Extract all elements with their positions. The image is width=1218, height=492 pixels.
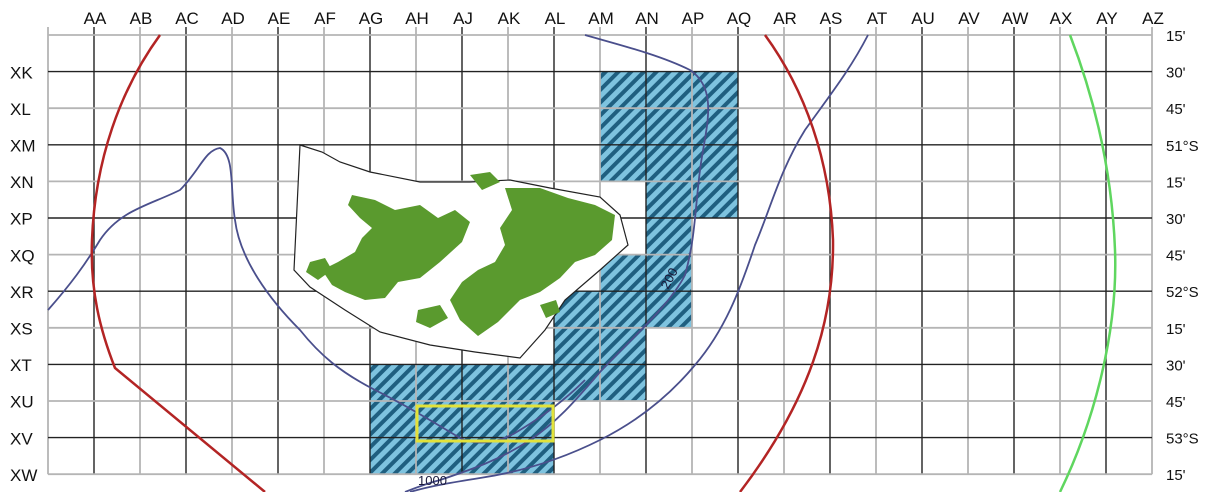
column-label-AL: AL bbox=[545, 9, 566, 28]
latitude-label: 15' bbox=[1166, 28, 1186, 45]
column-label-AK: AK bbox=[498, 9, 521, 28]
hatched-cell-AH-XV bbox=[370, 401, 416, 438]
column-label-AF: AF bbox=[314, 9, 336, 28]
latitude-label: 30' bbox=[1166, 357, 1186, 374]
latitude-label: 52°S bbox=[1166, 284, 1199, 301]
red-boundary-west bbox=[90, 34, 266, 492]
west-falkland bbox=[322, 195, 470, 300]
row-label-XT: XT bbox=[10, 356, 32, 375]
row-label-XV: XV bbox=[10, 429, 33, 448]
highlighted-area-box bbox=[415, 404, 555, 443]
latitude-label: 51°S bbox=[1166, 138, 1199, 155]
latitude-label: 30' bbox=[1166, 65, 1186, 82]
row-label-XW: XW bbox=[10, 466, 37, 485]
islet-1 bbox=[306, 258, 332, 280]
islet-2 bbox=[416, 305, 448, 328]
column-label-AT: AT bbox=[867, 9, 887, 28]
column-label-AX: AX bbox=[1050, 9, 1073, 28]
column-label-AB: AB bbox=[130, 9, 153, 28]
hatched-cell-AP-XL bbox=[646, 71, 692, 109]
hatched-cell-AP-XP bbox=[646, 181, 692, 218]
hatched-cell-AL-XW bbox=[508, 437, 554, 475]
islet-3 bbox=[470, 172, 500, 190]
latitude-label: 15' bbox=[1166, 321, 1186, 338]
hatched-cell-AP-XM bbox=[646, 108, 692, 145]
column-label-AZ: AZ bbox=[1142, 9, 1164, 28]
column-label-AA: AA bbox=[84, 9, 107, 28]
hatched-cell-AN-XM bbox=[600, 108, 646, 145]
red-boundary-east bbox=[739, 34, 835, 492]
hatched-cell-AP-XQ bbox=[646, 218, 692, 255]
column-label-AC: AC bbox=[175, 9, 199, 28]
hatched-cell-AN-XN bbox=[600, 144, 646, 182]
hatched-cell-AL-XU bbox=[508, 364, 554, 401]
latitude-label: 45' bbox=[1166, 394, 1186, 411]
hatched-cell-AH-XW bbox=[370, 437, 416, 475]
contour-label-1000: 1000 bbox=[418, 473, 447, 488]
latitude-label: 53°S bbox=[1166, 431, 1199, 448]
hatched-cell-AP-XN bbox=[646, 144, 692, 182]
hatched-cell-AN-XL bbox=[600, 71, 646, 109]
column-label-AV: AV bbox=[958, 9, 980, 28]
hatched-cell-AN-XS bbox=[600, 291, 646, 328]
latitude-label: 15' bbox=[1166, 467, 1186, 484]
column-label-AD: AD bbox=[221, 9, 245, 28]
islet-4 bbox=[540, 300, 560, 318]
column-label-AJ: AJ bbox=[453, 9, 473, 28]
latitude-label: 15' bbox=[1166, 174, 1186, 191]
row-label-XS: XS bbox=[10, 320, 33, 339]
latitude-label: 45' bbox=[1166, 101, 1186, 118]
green-boundary bbox=[1058, 34, 1117, 492]
column-label-AN: AN bbox=[635, 9, 659, 28]
column-label-AQ: AQ bbox=[727, 9, 752, 28]
hatched-cell-AM-XT bbox=[554, 327, 600, 365]
row-label-XL: XL bbox=[10, 100, 31, 119]
hatched-cell-AH-XU bbox=[370, 364, 416, 401]
column-label-AR: AR bbox=[773, 9, 797, 28]
falkland-islands-land bbox=[293, 144, 629, 359]
hatched-areas bbox=[370, 71, 738, 475]
hatched-cell-AJ-XW bbox=[416, 437, 462, 475]
hatched-cell-AJ-XU bbox=[416, 364, 462, 401]
column-label-AE: AE bbox=[268, 9, 291, 28]
contour-line-1000 bbox=[409, 34, 869, 492]
row-label-XR: XR bbox=[10, 283, 34, 302]
east-falkland bbox=[450, 188, 615, 336]
row-label-XQ: XQ bbox=[10, 246, 35, 265]
hatched-cell-AN-XU bbox=[600, 364, 646, 401]
grid-lines bbox=[47, 27, 1153, 476]
row-label-XK: XK bbox=[10, 63, 33, 82]
hatched-cell-AP-XR bbox=[646, 254, 692, 292]
column-label-AG: AG bbox=[359, 9, 384, 28]
hatched-cell-AK-XU bbox=[462, 364, 508, 401]
hatched-cell-AQ-XM bbox=[692, 108, 738, 145]
row-label-XN: XN bbox=[10, 173, 34, 192]
row-label-XP: XP bbox=[10, 210, 33, 229]
column-label-AS: AS bbox=[820, 9, 843, 28]
grid-labels: AA AB AC AD AE AF AG AH AJ AK AL AM AN AP AQ AR AS AT AU AV… bbox=[10, 9, 1199, 485]
column-label-AU: AU bbox=[911, 9, 935, 28]
zone-boundaries bbox=[90, 34, 1117, 492]
row-label-XM: XM bbox=[10, 137, 36, 156]
column-label-AP: AP bbox=[682, 9, 705, 28]
latitude-label: 45' bbox=[1166, 248, 1186, 265]
column-label-AM: AM bbox=[588, 9, 614, 28]
row-label-XU: XU bbox=[10, 393, 34, 412]
hatched-cell-AQ-XP bbox=[692, 181, 738, 218]
hatched-cell-AP-XS bbox=[646, 291, 692, 328]
column-label-AW: AW bbox=[1002, 9, 1029, 28]
hatched-cell-AM-XU bbox=[554, 364, 600, 401]
contour-line-200 bbox=[404, 34, 710, 492]
column-label-AH: AH bbox=[405, 9, 429, 28]
column-label-AY: AY bbox=[1096, 9, 1117, 28]
latitude-label: 30' bbox=[1166, 211, 1186, 228]
